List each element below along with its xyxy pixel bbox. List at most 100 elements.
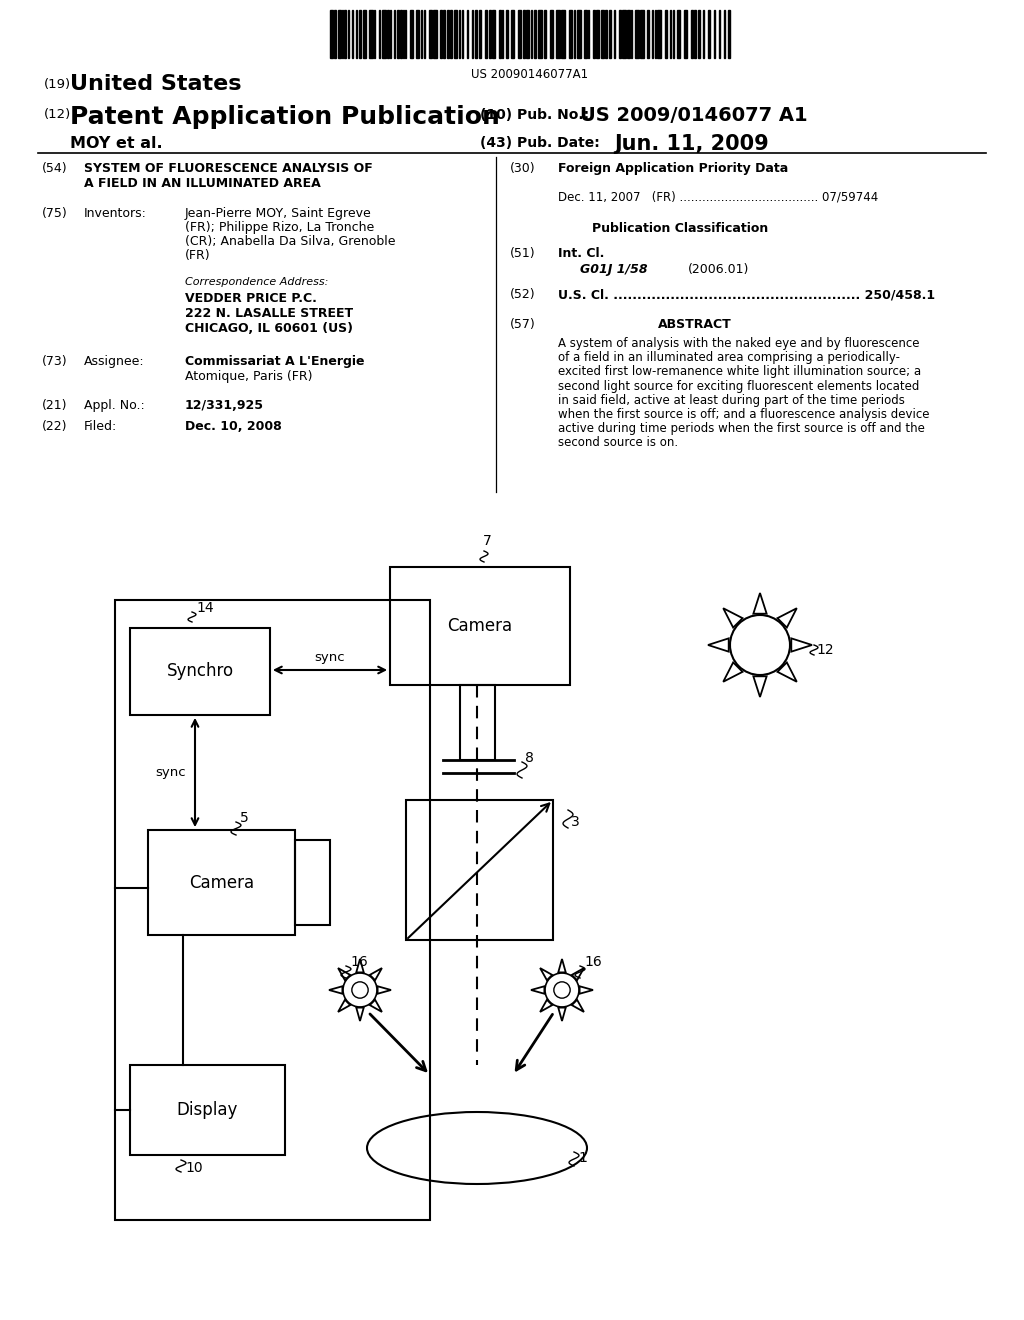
Text: Camera: Camera <box>447 616 513 635</box>
Text: (12): (12) <box>44 108 72 121</box>
Text: second light source for exciting fluorescent elements located: second light source for exciting fluores… <box>558 380 920 392</box>
Text: active during time periods when the first source is off and the: active during time periods when the firs… <box>558 422 925 436</box>
Bar <box>454 11 457 58</box>
Text: in said field, active at least during part of the time periods: in said field, active at least during pa… <box>558 393 905 407</box>
Bar <box>640 11 644 58</box>
Bar <box>593 11 595 58</box>
Text: (19): (19) <box>44 78 71 91</box>
Text: 10: 10 <box>185 1162 203 1175</box>
Text: (51): (51) <box>510 247 536 260</box>
Bar <box>506 11 508 58</box>
Text: Correspondence Address:: Correspondence Address: <box>185 277 329 286</box>
Bar <box>479 11 481 58</box>
Bar <box>362 11 366 58</box>
Bar <box>148 830 295 935</box>
Bar <box>429 11 432 58</box>
Text: (73): (73) <box>42 355 68 368</box>
Bar <box>627 11 630 58</box>
Bar <box>544 11 546 58</box>
Text: Camera: Camera <box>189 874 254 891</box>
Bar <box>647 11 649 58</box>
Bar <box>635 11 639 58</box>
Bar <box>443 11 445 58</box>
Text: of a field in an illuminated area comprising a periodically-: of a field in an illuminated area compri… <box>558 351 900 364</box>
Text: (21): (21) <box>42 399 68 412</box>
Bar <box>410 11 413 58</box>
Bar <box>406 800 553 940</box>
Bar <box>511 11 514 58</box>
Text: MOY et al.: MOY et al. <box>70 136 163 150</box>
Bar <box>450 11 452 58</box>
Bar <box>518 11 521 58</box>
Text: SYSTEM OF FLUORESCENCE ANALYSIS OF: SYSTEM OF FLUORESCENCE ANALYSIS OF <box>84 162 373 176</box>
Text: Commissariat A L'Energie: Commissariat A L'Energie <box>185 355 365 368</box>
Bar <box>561 11 565 58</box>
Text: (10) Pub. No.:: (10) Pub. No.: <box>480 108 589 121</box>
Text: 7: 7 <box>482 535 492 548</box>
Text: Publication Classification: Publication Classification <box>592 222 768 235</box>
Text: CHICAGO, IL 60601 (US): CHICAGO, IL 60601 (US) <box>185 322 353 335</box>
Bar <box>584 11 587 58</box>
Bar <box>460 685 495 760</box>
Text: US 20090146077A1: US 20090146077A1 <box>471 69 589 81</box>
Bar <box>390 568 570 685</box>
Text: Filed:: Filed: <box>84 420 118 433</box>
Text: (FR); Philippe Rizo, La Tronche: (FR); Philippe Rizo, La Tronche <box>185 220 374 234</box>
Text: 8: 8 <box>525 751 534 766</box>
Bar <box>550 11 553 58</box>
Bar <box>485 11 487 58</box>
Bar <box>728 11 730 58</box>
Text: 5: 5 <box>240 810 249 825</box>
Text: (57): (57) <box>510 318 536 331</box>
Bar <box>115 601 430 1220</box>
Bar <box>130 628 270 715</box>
Bar <box>601 11 604 58</box>
Text: Int. Cl.: Int. Cl. <box>558 247 604 260</box>
Text: Foreign Application Priority Data: Foreign Application Priority Data <box>558 162 788 176</box>
Text: sync: sync <box>155 766 185 779</box>
Bar <box>492 11 495 58</box>
Bar <box>569 11 572 58</box>
Text: excited first low-remanence white light illumination source; a: excited first low-remanence white light … <box>558 366 922 379</box>
Bar <box>416 11 419 58</box>
Bar <box>556 11 560 58</box>
Bar <box>387 11 389 58</box>
Text: 16: 16 <box>584 954 602 969</box>
Text: A system of analysis with the naked eye and by fluorescence: A system of analysis with the naked eye … <box>558 337 920 350</box>
Bar <box>618 11 621 58</box>
Text: Synchro: Synchro <box>167 663 233 681</box>
Bar <box>130 1065 285 1155</box>
Bar <box>359 11 361 58</box>
Text: Patent Application Publication: Patent Application Publication <box>70 106 500 129</box>
Bar <box>489 11 490 58</box>
Text: Appl. No.:: Appl. No.: <box>84 399 144 412</box>
Bar <box>382 11 386 58</box>
Bar <box>475 11 477 58</box>
Bar <box>440 11 442 58</box>
Bar <box>609 11 611 58</box>
Bar <box>330 11 333 58</box>
Text: Assignee:: Assignee: <box>84 355 144 368</box>
Text: Jun. 11, 2009: Jun. 11, 2009 <box>614 135 769 154</box>
Text: (22): (22) <box>42 420 68 433</box>
Text: (54): (54) <box>42 162 68 176</box>
Bar <box>338 11 341 58</box>
Text: (43) Pub. Date:: (43) Pub. Date: <box>480 136 600 150</box>
Bar <box>605 11 607 58</box>
Text: (52): (52) <box>510 288 536 301</box>
Text: sync: sync <box>314 651 345 664</box>
Text: US 2009/0146077 A1: US 2009/0146077 A1 <box>580 106 808 125</box>
Bar <box>698 11 700 58</box>
Text: United States: United States <box>70 74 242 94</box>
Text: 14: 14 <box>196 601 214 615</box>
Text: 1: 1 <box>578 1151 587 1166</box>
Text: 222 N. LASALLE STREET: 222 N. LASALLE STREET <box>185 308 353 319</box>
Bar <box>334 11 336 58</box>
Text: Dec. 10, 2008: Dec. 10, 2008 <box>185 420 282 433</box>
Bar <box>596 11 599 58</box>
Bar <box>400 11 402 58</box>
Text: (30): (30) <box>510 162 536 176</box>
Bar <box>523 11 525 58</box>
Text: Inventors:: Inventors: <box>84 207 146 220</box>
Bar <box>499 11 501 58</box>
